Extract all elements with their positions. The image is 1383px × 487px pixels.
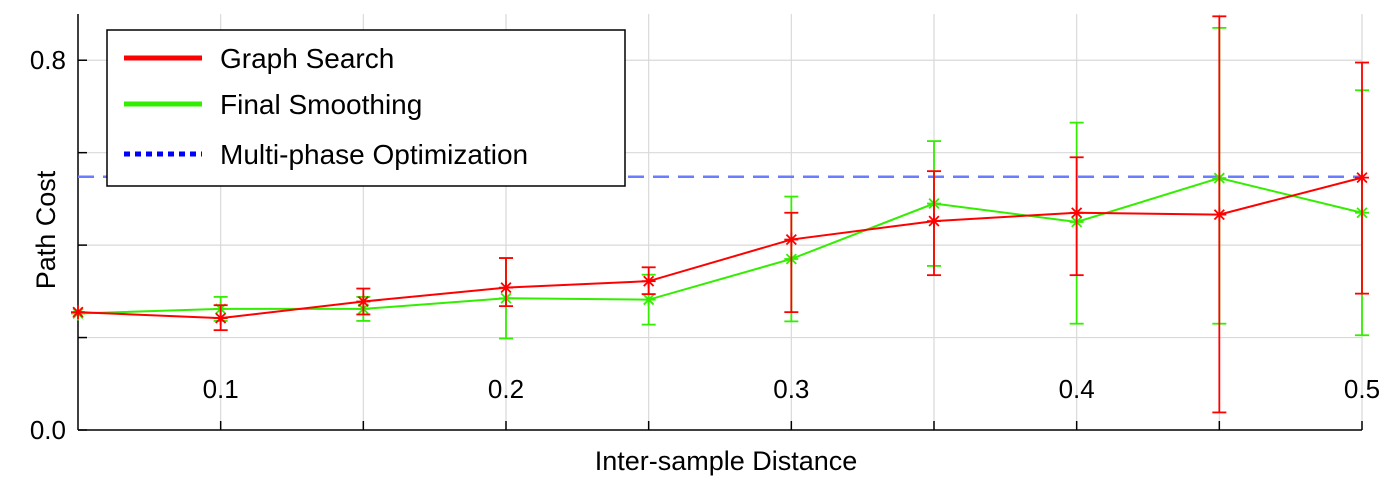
x-tick-label: 0.4: [1059, 374, 1095, 404]
legend-label: Multi-phase Optimization: [220, 139, 528, 170]
star-marker-stroke: [643, 275, 655, 287]
x-axis-title: Inter-sample Distance: [595, 446, 858, 476]
series-line: [77, 176, 1363, 320]
star-marker-stroke: [1071, 207, 1083, 219]
star-marker-stroke: [928, 215, 940, 227]
star-marker-stroke: [1356, 172, 1368, 184]
x-tick-label: 0.5: [1344, 374, 1380, 404]
data-point: [784, 232, 799, 247]
data-point: [1355, 170, 1369, 185]
legend: Graph Search Final Smoothing Multi-phase O…: [106, 29, 626, 187]
y-tick-label: 0.0: [30, 415, 66, 445]
data-point: [71, 305, 85, 320]
tick-labels: 0.1 0.2 0.3 0.4 0.5 0.0 0.8 Inter-sample Distan…: [30, 45, 1380, 476]
star-marker-stroke: [215, 312, 227, 324]
y-axis-title: Path Cost: [31, 170, 61, 289]
data-point: [1212, 207, 1227, 222]
data-point: [927, 214, 941, 229]
x-tick-label: 0.2: [488, 374, 524, 404]
data-point: [213, 311, 228, 326]
star-marker-stroke: [500, 282, 512, 294]
legend-label: Graph Search: [220, 43, 394, 74]
star-marker-stroke: [643, 294, 655, 306]
data-point: [499, 280, 513, 295]
data-point: [356, 294, 371, 309]
x-tick-label: 0.1: [203, 374, 239, 404]
star-marker-stroke: [72, 306, 84, 318]
star-marker-stroke: [1213, 209, 1225, 221]
data-point: [641, 274, 656, 289]
x-tick-label: 0.3: [773, 374, 809, 404]
graph-search-series: [71, 15, 1369, 414]
axes: [77, 14, 1363, 431]
legend-label: Final Smoothing: [220, 89, 422, 120]
y-tick-label: 0.8: [30, 45, 66, 75]
star-marker-stroke: [357, 295, 369, 308]
series-line: [77, 177, 1363, 315]
star-marker-stroke: [785, 234, 797, 246]
data-point: [1069, 205, 1084, 220]
